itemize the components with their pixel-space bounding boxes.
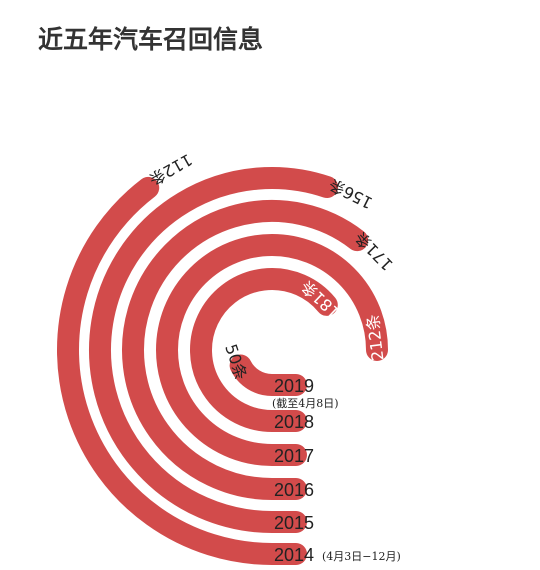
chart-title: 近五年汽车召回信息 — [38, 25, 264, 54]
category-label-2016: 2016 — [274, 480, 314, 500]
value-label-2014: 112条 — [146, 150, 196, 189]
category-label-2018: 2018 — [274, 412, 314, 432]
category-note-2014: (4月3日−12月) — [322, 550, 401, 563]
ring-bar-2016 — [122, 200, 369, 500]
ring-bar-2015 — [89, 167, 339, 533]
category-label-2019: 2019 — [274, 376, 314, 396]
category-label-2017: 2017 — [274, 446, 314, 466]
category-note-2019: (截至4月8日) — [272, 396, 339, 410]
ring-bar-2019 — [229, 354, 307, 396]
value-label-2018: 181条 — [297, 276, 344, 322]
ring-bar-2014 — [57, 176, 307, 565]
value-label-2015: 156条 — [326, 175, 376, 213]
category-label-2015: 2015 — [274, 513, 314, 533]
value-label-2019: 50条 — [221, 342, 250, 383]
ring-bar-2017 — [156, 234, 388, 466]
category-label-2014: 2014 — [274, 545, 314, 565]
ring-bar-2018 — [190, 268, 338, 432]
